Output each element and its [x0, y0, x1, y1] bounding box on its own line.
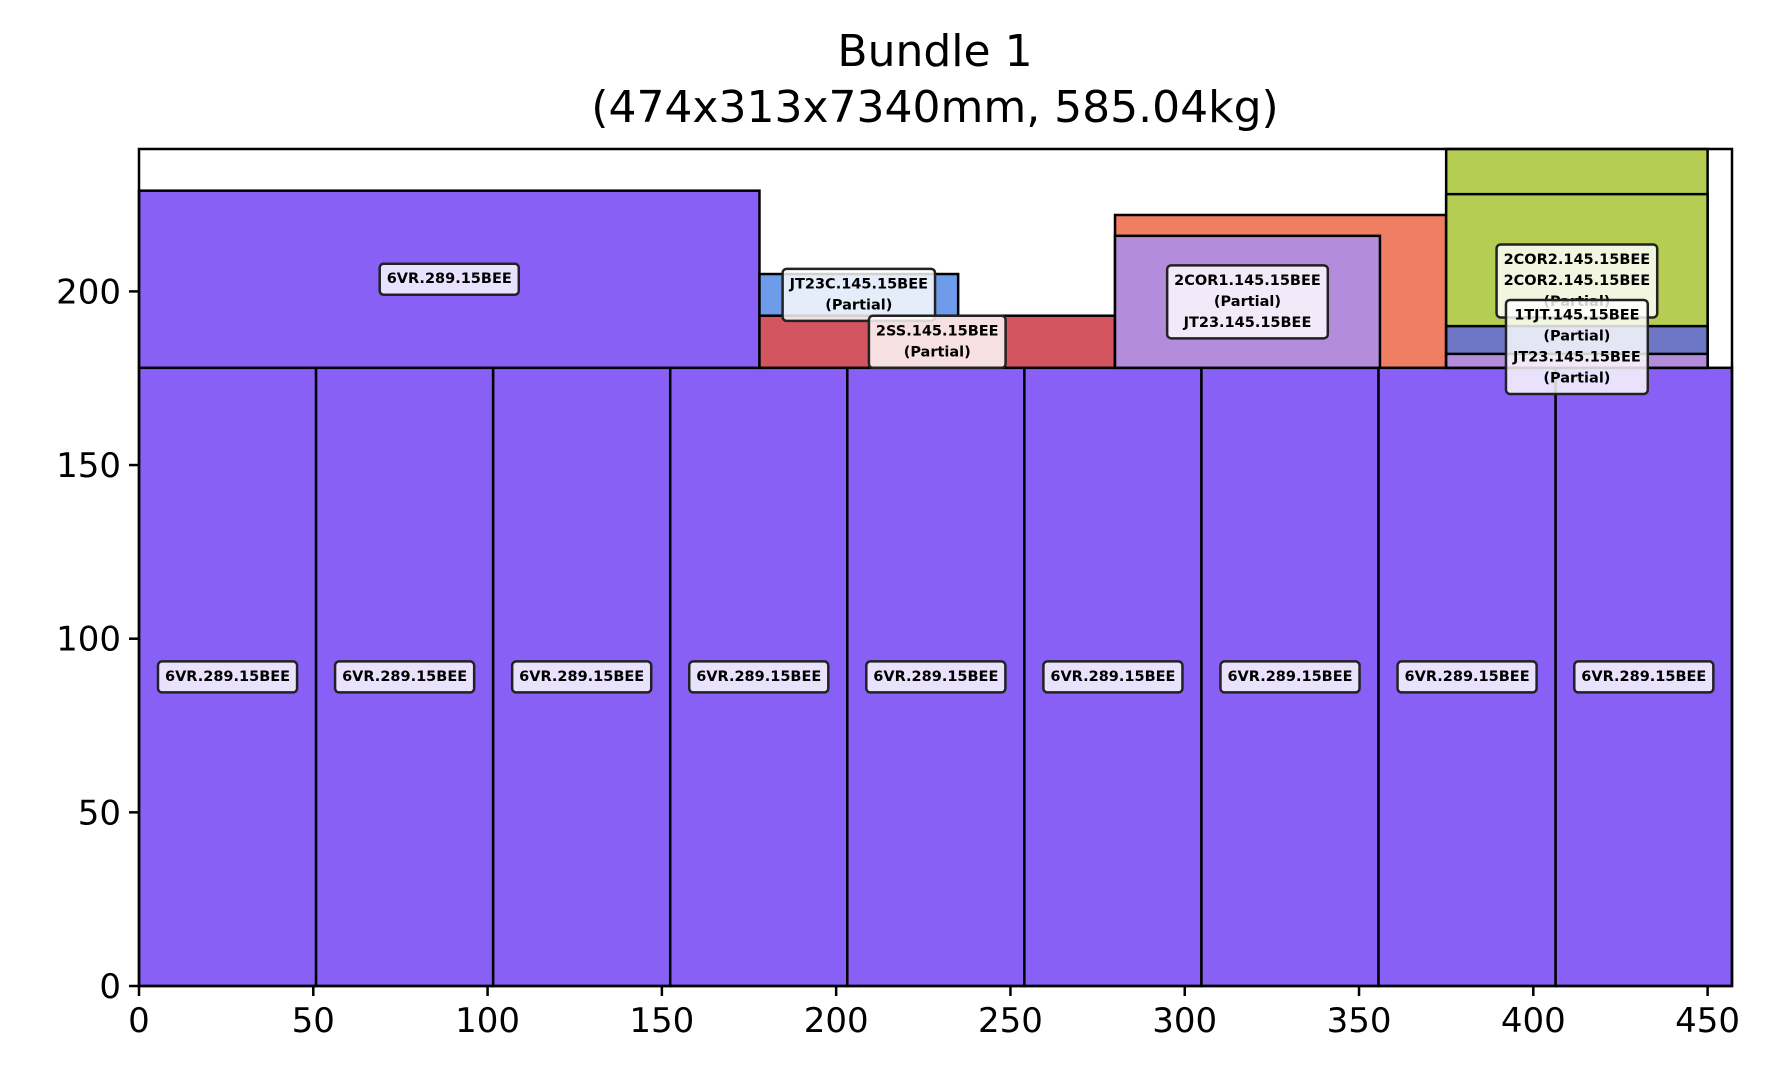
- y-tick-label: 100: [56, 620, 121, 660]
- box-label-2: 6VR.289.15BEE: [510, 660, 653, 694]
- label-bg: [867, 314, 1007, 370]
- label-line: 6VR.289.15BEE: [1581, 669, 1706, 685]
- box-label-4: 6VR.289.15BEE: [865, 660, 1007, 694]
- label-bg: [156, 660, 299, 694]
- x-tick-label: 0: [128, 1001, 150, 1041]
- labels-layer: 6VR.289.15BEE 6VR.289.15BEE 6VR.289.15BEE 6…: [156, 243, 1715, 694]
- label-line: (Partial): [1543, 328, 1610, 344]
- box-label-6: 6VR.289.15BEE: [1219, 660, 1361, 694]
- label-line: 6VR.289.15BEE: [519, 669, 644, 685]
- label-line: 6VR.289.15BEE: [1050, 669, 1175, 685]
- box-label-16: 1TJT.145.15BEE (Partial) JT23.145.15BEE (Pa…: [1504, 298, 1650, 396]
- x-tick-label: 300: [1152, 1001, 1217, 1041]
- label-line: 6VR.289.15BEE: [1227, 669, 1352, 685]
- label-bg: [1573, 660, 1715, 694]
- y-axis: 0 50 100 150 200: [56, 272, 139, 1007]
- label-line: 6VR.289.15BEE: [1405, 669, 1530, 685]
- y-tick-label: 0: [99, 967, 121, 1007]
- x-tick-label: 450: [1675, 1001, 1740, 1041]
- label-line: 1TJT.145.15BEE: [1514, 307, 1639, 323]
- chart-title: Bundle 1: [837, 26, 1032, 77]
- chart-subtitle: (474x313x7340mm, 585.04kg): [591, 82, 1278, 133]
- label-bg: [1042, 660, 1184, 694]
- label-line: JT23.145.15BEE: [1183, 315, 1312, 331]
- label-bg: [1396, 660, 1538, 694]
- y-tick-label: 150: [56, 446, 121, 486]
- x-tick-label: 250: [978, 1001, 1043, 1041]
- x-tick-label: 400: [1501, 1001, 1566, 1041]
- x-tick-label: 350: [1327, 1001, 1392, 1041]
- box-label-1: 6VR.289.15BEE: [333, 660, 476, 694]
- plot-frame: [137, 147, 1734, 988]
- box-label-3: 6VR.289.15BEE: [687, 660, 830, 694]
- label-bg: [333, 660, 476, 694]
- label-line: 6VR.289.15BEE: [387, 271, 512, 287]
- label-bg: [510, 660, 653, 694]
- x-axis: 0 50 100 150 200 250 300 350 400 450: [128, 986, 1740, 1041]
- label-bg: [1504, 298, 1650, 396]
- box-label-11: 2SS.145.15BEE (Partial): [867, 314, 1007, 370]
- label-line: 2COR2.145.15BEE: [1504, 273, 1651, 289]
- x-tick-label: 50: [292, 1001, 335, 1041]
- box-label-5: 6VR.289.15BEE: [1042, 660, 1184, 694]
- label-bg: [687, 660, 830, 694]
- label-line: 6VR.289.15BEE: [165, 669, 290, 685]
- box-label-7: 6VR.289.15BEE: [1396, 660, 1538, 694]
- box-label-13: 2COR1.145.15BEE (Partial) JT23.145.15BEE: [1165, 264, 1330, 340]
- label-bg: [1165, 264, 1330, 340]
- label-line: 2COR1.145.15BEE: [1174, 273, 1321, 289]
- label-bg: [378, 262, 521, 296]
- box-13: [1113, 234, 1382, 370]
- label-line: (Partial): [1214, 294, 1281, 310]
- label-line: JT23.145.15BEE: [1512, 349, 1641, 365]
- label-bg: [781, 267, 937, 323]
- label-bg: [1219, 660, 1361, 694]
- x-tick-label: 200: [804, 1001, 869, 1041]
- y-tick-label: 200: [56, 272, 121, 312]
- label-line: 2SS.145.15BEE: [876, 323, 999, 339]
- box-label-8: 6VR.289.15BEE: [1573, 660, 1715, 694]
- box-label-9: 6VR.289.15BEE: [378, 262, 521, 296]
- box-label-10: JT23C.145.15BEE (Partial): [781, 267, 937, 323]
- label-line: 2COR2.145.15BEE: [1504, 252, 1651, 268]
- label-line: JT23C.145.15BEE: [789, 276, 928, 292]
- box-label-0: 6VR.289.15BEE: [156, 660, 299, 694]
- label-bg: [865, 660, 1007, 694]
- x-tick-label: 150: [629, 1001, 694, 1041]
- label-line: (Partial): [1543, 370, 1610, 386]
- label-line: 6VR.289.15BEE: [696, 669, 821, 685]
- x-tick-label: 100: [455, 1001, 520, 1041]
- label-line: 6VR.289.15BEE: [342, 669, 467, 685]
- label-line: (Partial): [904, 344, 971, 360]
- label-line: (Partial): [825, 297, 892, 313]
- y-tick-label: 50: [78, 793, 121, 833]
- label-line: 6VR.289.15BEE: [873, 669, 998, 685]
